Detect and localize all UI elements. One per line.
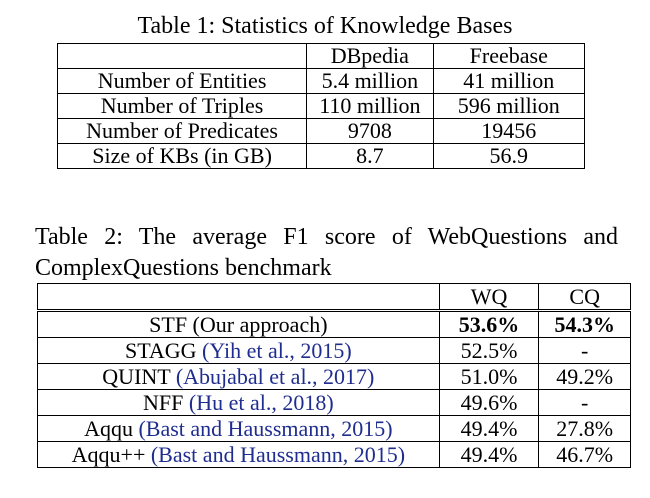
header-cq: CQ [538,283,631,311]
cq-score: 46.7% [538,441,631,468]
header-wq: WQ [438,283,540,311]
table-row: Number of Entities 5.4 million 41 millio… [56,68,586,94]
table-row: STF (Our approach) 53.6% 54.3% [37,309,631,338]
table-row: Number of Triples 110 million 596 millio… [56,93,586,119]
system-name: QUINT [102,364,171,389]
table-row: Size of KBs (in GB) 8.7 56.9 [56,143,586,169]
dbpedia-value: 9708 [306,118,434,144]
cq-score: - [538,337,631,364]
table-row: STAGG (Yih et al., 2015) 52.5% - [37,337,631,364]
wq-score: 49.4% [438,441,540,468]
table-row: NFF (Hu et al., 2018) 49.6% - [37,389,631,416]
table-row: Aqqu (Bast and Haussmann, 2015) 49.4% 27… [37,415,631,442]
system-cell: NFF (Hu et al., 2018) [37,389,440,416]
freebase-value: 596 million [432,93,586,119]
table-row: QUINT (Abujabal et al., 2017) 51.0% 49.2… [37,363,631,390]
citation-link[interactable]: (Yih et al., 2015) [202,338,352,363]
header-dbpedia: DBpedia [306,43,434,69]
dbpedia-value: 110 million [306,93,434,119]
wq-score: 51.0% [438,363,540,390]
system-cell: STF (Our approach) [37,309,440,338]
system-cell: Aqqu++ (Bast and Haussmann, 2015) [37,441,440,468]
system-name: Aqqu [84,416,133,441]
citation-link[interactable]: (Bast and Haussmann, 2015) [138,416,393,441]
freebase-value: 56.9 [432,143,586,169]
cq-score: 27.8% [538,415,631,442]
wq-score: 49.6% [438,389,540,416]
header-empty-cell [56,43,308,69]
dbpedia-value: 8.7 [306,143,434,169]
kb-statistics-table: DBpedia Freebase Number of Entities 5.4 … [56,43,586,169]
table-header-row: DBpedia Freebase [56,43,586,69]
system-name: STAGG [124,338,197,363]
system-cell: Aqqu (Bast and Haussmann, 2015) [37,415,440,442]
wq-score: 53.6% [438,309,540,338]
system-name: Aqqu++ [71,442,146,467]
cq-score: - [538,389,631,416]
system-cell: STAGG (Yih et al., 2015) [37,337,440,364]
header-freebase: Freebase [432,43,586,69]
row-label: Number of Entities [56,68,308,94]
citation-link[interactable]: (Abujabal et al., 2017) [175,364,375,389]
freebase-value: 41 million [432,68,586,94]
wq-score: 52.5% [438,337,540,364]
row-label: Size of KBs (in GB) [56,143,308,169]
row-label: Number of Predicates [56,118,308,144]
freebase-value: 19456 [432,118,586,144]
citation-link[interactable]: (Bast and Haussmann, 2015) [150,442,406,467]
table-header-row: WQ CQ [37,283,631,311]
citation-link[interactable]: (Hu et al., 2018) [188,390,334,415]
table-row: Aqqu++ (Bast and Haussmann, 2015) 49.4% … [37,441,631,468]
system-name: STF (Our approach) [149,312,328,337]
system-cell: QUINT (Abujabal et al., 2017) [37,363,440,390]
system-name: NFF [143,390,184,415]
wq-score: 49.4% [438,415,540,442]
table1-caption: Table 1: Statistics of Knowledge Bases [137,13,513,39]
row-label: Number of Triples [56,93,308,119]
f1-score-table: WQ CQ STF (Our approach) 53.6% 54.3% STA… [37,283,631,468]
dbpedia-value: 5.4 million [306,68,434,94]
header-empty-cell [37,283,440,311]
cq-score: 49.2% [538,363,631,390]
cq-score: 54.3% [538,309,631,338]
table-row: Number of Predicates 9708 19456 [56,118,586,144]
table2-caption: Table 2: The average F1 score of WebQues… [35,224,618,281]
